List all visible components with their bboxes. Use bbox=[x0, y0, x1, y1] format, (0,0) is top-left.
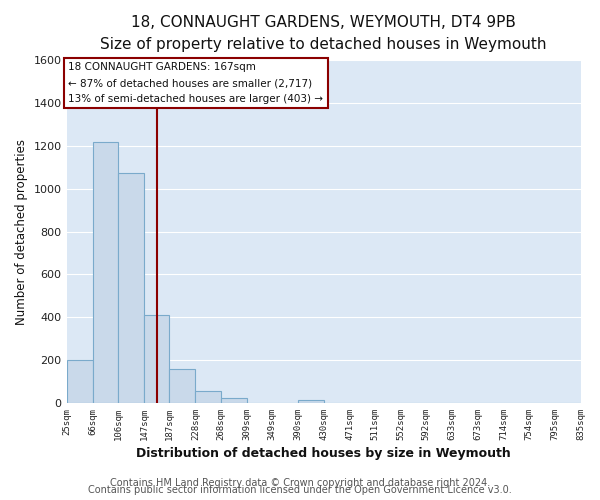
Bar bbox=[144, 315, 169, 403]
Title: 18, CONNAUGHT GARDENS, WEYMOUTH, DT4 9PB
Size of property relative to detached h: 18, CONNAUGHT GARDENS, WEYMOUTH, DT4 9PB… bbox=[100, 15, 547, 52]
Bar bbox=[221, 398, 247, 403]
X-axis label: Distribution of detached houses by size in Weymouth: Distribution of detached houses by size … bbox=[136, 447, 511, 460]
Bar bbox=[92, 142, 118, 403]
Bar bbox=[67, 360, 92, 403]
Text: Contains HM Land Registry data © Crown copyright and database right 2024.: Contains HM Land Registry data © Crown c… bbox=[110, 478, 490, 488]
Bar bbox=[169, 368, 196, 403]
Y-axis label: Number of detached properties: Number of detached properties bbox=[15, 138, 28, 324]
Bar bbox=[118, 172, 144, 403]
Bar bbox=[298, 400, 323, 403]
Text: 18 CONNAUGHT GARDENS: 167sqm
← 87% of detached houses are smaller (2,717)
13% of: 18 CONNAUGHT GARDENS: 167sqm ← 87% of de… bbox=[68, 62, 323, 104]
Text: Contains public sector information licensed under the Open Government Licence v3: Contains public sector information licen… bbox=[88, 485, 512, 495]
Bar bbox=[196, 391, 221, 403]
